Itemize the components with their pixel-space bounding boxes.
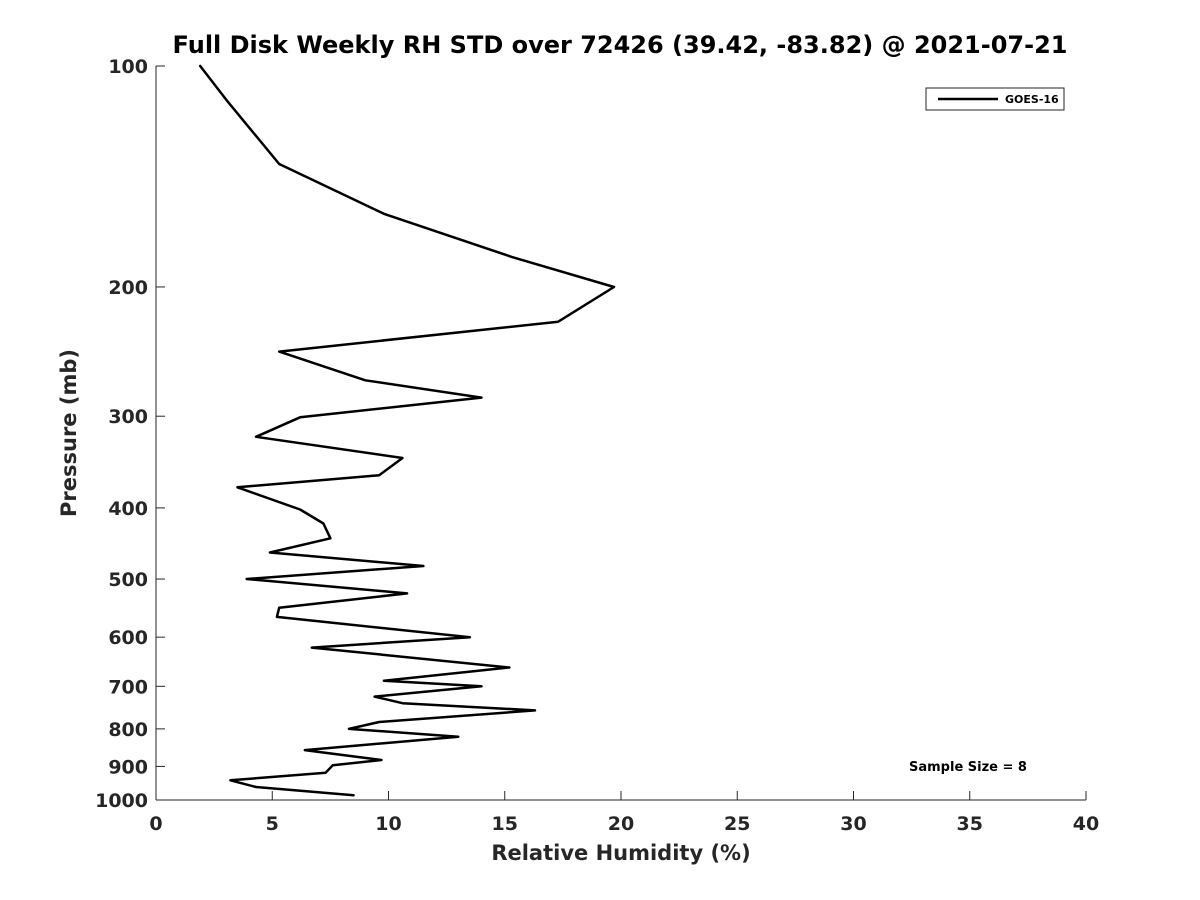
y-tick-label-900: 900 <box>108 756 148 778</box>
x-tick-label-20: 20 <box>608 813 634 835</box>
series-line-goes-16 <box>198 64 616 797</box>
x-ticks: 0 5 10 15 20 25 30 35 40 <box>149 791 1099 835</box>
y-axis-label: Pressure (mb) <box>57 349 81 517</box>
x-tick-label-30: 30 <box>840 813 866 835</box>
x-tick-label-5: 5 <box>266 813 279 835</box>
x-tick-label-40: 40 <box>1073 813 1099 835</box>
x-tick-label-15: 15 <box>492 813 518 835</box>
x-axis-label: Relative Humidity (%) <box>491 841 750 865</box>
legend-label-goes-16: GOES-16 <box>1005 93 1059 106</box>
y-tick-label-200: 200 <box>108 277 148 299</box>
x-tick-label-10: 10 <box>375 813 401 835</box>
y-tick-label-100: 100 <box>108 56 148 78</box>
x-tick-label-25: 25 <box>724 813 750 835</box>
y-tick-label-1000: 1000 <box>95 790 148 812</box>
y-tick-label-300: 300 <box>108 406 148 428</box>
x-tick-label-0: 0 <box>149 813 162 835</box>
chart-title: Full Disk Weekly RH STD over 72426 (39.4… <box>173 31 1068 59</box>
y-tick-label-800: 800 <box>108 719 148 741</box>
series-layer <box>198 64 616 797</box>
plot-area <box>156 66 1086 800</box>
y-tick-label-500: 500 <box>108 569 148 591</box>
y-ticks: 100 200 300 400 500 600 700 800 900 1000 <box>95 56 165 812</box>
x-tick-label-35: 35 <box>957 813 983 835</box>
y-tick-label-600: 600 <box>108 627 148 649</box>
sample-size-annotation: Sample Size = 8 <box>909 760 1027 775</box>
y-tick-label-400: 400 <box>108 498 148 520</box>
plot-background <box>156 66 1086 800</box>
y-tick-label-700: 700 <box>108 676 148 698</box>
legend: GOES-16 <box>925 87 1065 111</box>
